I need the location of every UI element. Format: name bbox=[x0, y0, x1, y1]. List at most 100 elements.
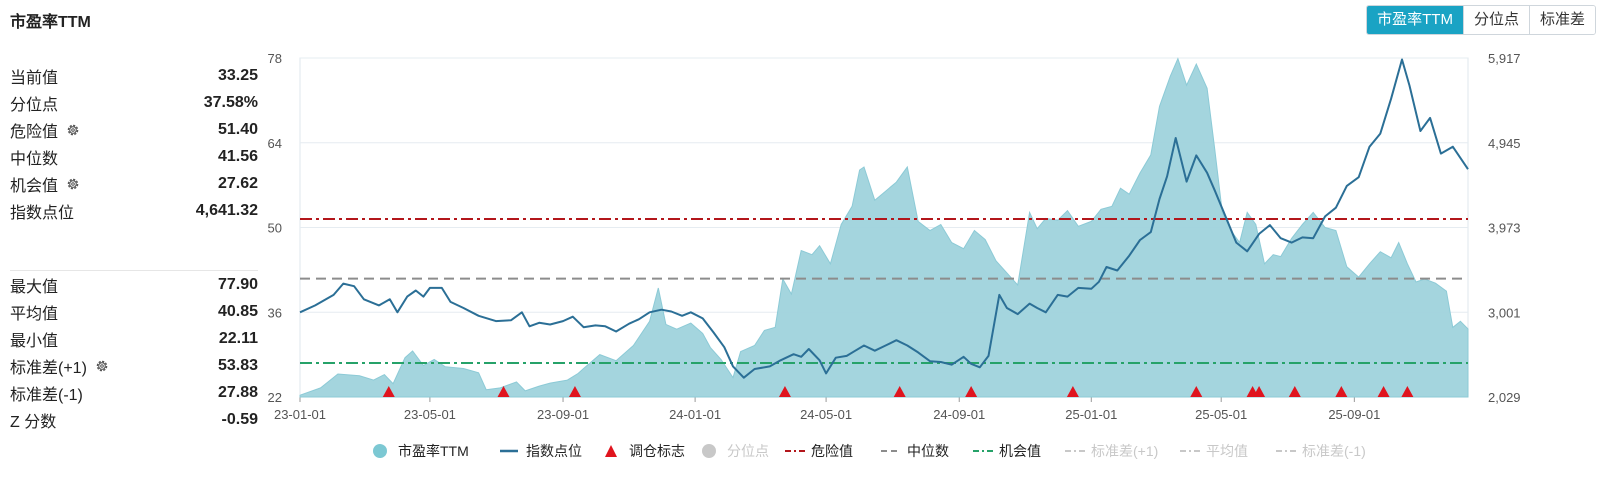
legend-label: 危险值 bbox=[811, 443, 853, 459]
y-right-tick-label: 4,945 bbox=[1488, 136, 1521, 151]
stat-row: 最小值 22.11 bbox=[10, 325, 258, 352]
rebalance-marker bbox=[1288, 386, 1301, 397]
y-right-tick-label: 3,973 bbox=[1488, 221, 1521, 236]
rebalance-marker bbox=[382, 386, 395, 397]
stat-value: 27.88 bbox=[217, 383, 258, 401]
rebalance-marker bbox=[1066, 386, 1079, 397]
stat-label-text: 危险值 bbox=[10, 123, 59, 141]
legend-item[interactable]: 标准差(-1) bbox=[1276, 443, 1366, 459]
page-title: 市盈率TTM bbox=[10, 14, 91, 31]
stat-row: 分位点 37.58% bbox=[10, 89, 258, 116]
index-line bbox=[299, 58, 1469, 379]
stat-label-text: 平均值 bbox=[10, 305, 59, 323]
stat-value: 53.83 bbox=[217, 356, 258, 374]
rebalance-marker bbox=[965, 386, 978, 397]
stat-label-text: 分位点 bbox=[10, 96, 59, 114]
legend-item[interactable]: 中位数 bbox=[881, 443, 949, 459]
stat-label-text: 当前值 bbox=[10, 69, 59, 87]
stat-label: 最大值 bbox=[10, 273, 58, 297]
stat-label: 分位点 bbox=[10, 91, 58, 115]
stat-row: 中位数 41.56 bbox=[10, 143, 258, 170]
tab-percentile[interactable]: 分位点 bbox=[1462, 6, 1529, 34]
rebalance-marker bbox=[1377, 386, 1390, 397]
stat-label-text: 标准差(+1) bbox=[10, 359, 87, 377]
x-tick-label: 23-01-01 bbox=[274, 407, 326, 422]
x-tick-label: 25-05-01 bbox=[1195, 407, 1247, 422]
legend-label: 标准差(+1) bbox=[1091, 443, 1158, 459]
legend-triangle-icon bbox=[605, 445, 617, 457]
legend-item[interactable]: 危险值 bbox=[785, 443, 853, 459]
stat-value: 41.56 bbox=[217, 147, 258, 165]
legend-label: 平均值 bbox=[1206, 443, 1248, 459]
stat-label: 机会值 bbox=[10, 172, 80, 196]
x-tick-label: 25-01-01 bbox=[1065, 407, 1117, 422]
stat-label: 中位数 bbox=[10, 145, 58, 169]
stat-row: 机会值 27.62 bbox=[10, 170, 258, 197]
legend-item[interactable]: 分位点 bbox=[702, 443, 769, 459]
legend-item[interactable]: 标准差(+1) bbox=[1065, 443, 1158, 459]
x-tick-label: 23-05-01 bbox=[404, 407, 456, 422]
stat-label-text: Z 分数 bbox=[10, 413, 57, 431]
legend-item[interactable]: 机会值 bbox=[973, 443, 1041, 459]
stat-label-text: 中位数 bbox=[10, 150, 59, 168]
stats-panel-current: 当前值 33.25 分位点 37.58% 危险值 51.40 中位数 41.56 机会值 27.6… bbox=[10, 62, 258, 224]
legend-item[interactable]: 市盈率TTM bbox=[373, 443, 469, 459]
rebalance-marker bbox=[1335, 386, 1348, 397]
y-left-tick-label: 36 bbox=[268, 305, 282, 320]
tab-pe-ttm[interactable]: 市盈率TTM bbox=[1367, 6, 1463, 34]
x-tick-label: 24-05-01 bbox=[800, 407, 852, 422]
stat-row: Z 分数 -0.59 bbox=[10, 406, 258, 433]
x-tick-label: 23-09-01 bbox=[537, 407, 589, 422]
stat-row: 标准差(+1) 53.83 bbox=[10, 352, 258, 379]
stat-row: 指数点位 4,641.32 bbox=[10, 197, 258, 224]
stat-value: 4,641.32 bbox=[195, 201, 258, 219]
rebalance-marker bbox=[1190, 386, 1203, 397]
metric-tabs: 市盈率TTM 分位点 标准差 bbox=[1366, 5, 1596, 35]
stat-label: Z 分数 bbox=[10, 408, 56, 432]
gear-icon[interactable] bbox=[95, 359, 109, 373]
stat-row: 最大值 77.90 bbox=[10, 271, 258, 298]
stats-panel-summary: 最大值 77.90 平均值 40.85 最小值 22.11 标准差(+1) 53.83 标准差(… bbox=[10, 270, 258, 433]
legend-label: 调仓标志 bbox=[629, 443, 685, 459]
stat-value: 37.58% bbox=[203, 93, 258, 111]
stat-label: 当前值 bbox=[10, 64, 58, 88]
stat-row: 当前值 33.25 bbox=[10, 62, 258, 89]
x-tick-label: 24-01-01 bbox=[669, 407, 721, 422]
stat-label: 平均值 bbox=[10, 300, 58, 324]
legend-label: 分位点 bbox=[727, 443, 769, 459]
stat-row: 平均值 40.85 bbox=[10, 298, 258, 325]
legend-label: 标准差(-1) bbox=[1302, 443, 1366, 459]
stat-value: 27.62 bbox=[217, 174, 258, 192]
gear-icon[interactable] bbox=[66, 123, 80, 137]
legend-circle-icon bbox=[702, 444, 716, 458]
stat-label: 指数点位 bbox=[10, 199, 74, 223]
y-left-tick-label: 78 bbox=[268, 51, 282, 66]
stat-value: 40.85 bbox=[217, 302, 258, 320]
legend-circle-icon bbox=[373, 444, 387, 458]
tab-std-dev[interactable]: 标准差 bbox=[1528, 6, 1595, 34]
y-right-tick-label: 5,917 bbox=[1488, 51, 1521, 66]
stat-label: 危险值 bbox=[10, 118, 80, 142]
y-left-tick-label: 64 bbox=[268, 136, 282, 151]
legend-label: 指数点位 bbox=[526, 443, 582, 459]
rebalance-marker bbox=[778, 386, 791, 397]
legend-item[interactable]: 指数点位 bbox=[500, 443, 582, 459]
y-left-tick-label: 22 bbox=[268, 390, 282, 405]
stat-row: 标准差(-1) 27.88 bbox=[10, 379, 258, 406]
rebalance-marker bbox=[1401, 386, 1414, 397]
stat-label: 标准差(+1) bbox=[10, 354, 109, 378]
y-right-tick-label: 3,001 bbox=[1488, 305, 1521, 320]
legend-item[interactable]: 调仓标志 bbox=[605, 443, 685, 459]
stat-value: 51.40 bbox=[217, 120, 258, 138]
stat-label-text: 最小值 bbox=[10, 332, 59, 350]
stat-label: 最小值 bbox=[10, 327, 58, 351]
stat-value: -0.59 bbox=[221, 410, 258, 428]
y-left-tick-label: 50 bbox=[268, 221, 282, 236]
stat-label-text: 机会值 bbox=[10, 177, 59, 195]
gear-icon[interactable] bbox=[66, 177, 80, 191]
x-tick-label: 25-09-01 bbox=[1328, 407, 1380, 422]
legend-item[interactable]: 平均值 bbox=[1180, 443, 1248, 459]
stat-label: 标准差(-1) bbox=[10, 381, 83, 405]
legend-label: 中位数 bbox=[907, 443, 949, 459]
